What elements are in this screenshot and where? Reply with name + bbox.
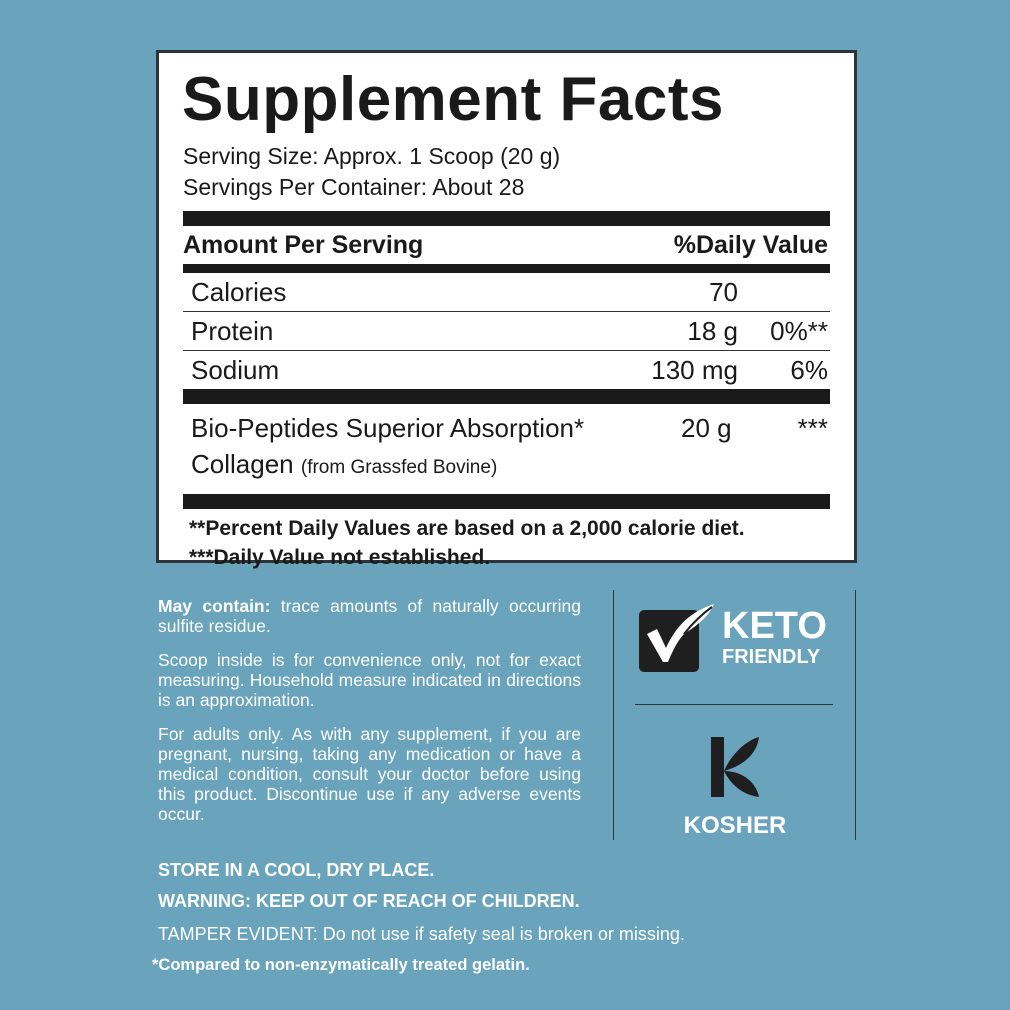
divider-thick [183, 211, 830, 226]
footnote: **Percent Daily Values are based on a 2,… [189, 517, 745, 540]
keto-badge: KETO FRIENDLY [638, 600, 827, 674]
row-name: Sodium [191, 354, 280, 385]
ingredient-dv: *** [797, 413, 828, 443]
divider-thick [183, 389, 830, 404]
kosher-badge: KOSHER [640, 735, 830, 840]
keto-label: KETO [722, 605, 827, 647]
ingredient-amount: 20 g [681, 413, 732, 443]
comparison-footnote: *Compared to non-enzymatically treated g… [152, 956, 530, 974]
ingredient-name: Bio-Peptides Superior Absorption* Collag… [191, 413, 585, 479]
serving-size: Serving Size: Approx. 1 Scoop (20 g) [183, 143, 561, 169]
table-row: Protein 18 g 0%** [183, 312, 830, 351]
row-dv: 6% [790, 354, 828, 385]
tamper-note: TAMPER EVIDENT: Do not use if safety sea… [158, 924, 685, 944]
row-name: Calories [191, 276, 287, 307]
footnote: ***Daily Value not established. [189, 546, 491, 569]
may-contain-text: trace amounts of naturally occurring sul… [158, 596, 581, 636]
table-row: Calories 70 [183, 273, 830, 312]
kosher-k-icon [711, 737, 759, 797]
ingredient-row: Bio-Peptides Superior Absorption* Collag… [183, 404, 830, 494]
header-daily-value: %Daily Value [673, 230, 828, 259]
panel-title: Supplement Facts [182, 65, 724, 134]
row-amount: 18 g [687, 315, 738, 346]
may-contain-label: May contain: [158, 596, 271, 616]
divider-vertical [855, 590, 856, 840]
storage-note: STORE IN A COOL, DRY PLACE. [158, 860, 435, 880]
divider-vertical [613, 590, 614, 840]
info-text: May contain: trace amounts of naturally … [158, 596, 581, 838]
kosher-label: KOSHER [683, 812, 787, 839]
row-amount: 130 mg [651, 354, 738, 385]
scoop-note: Scoop inside is for convenience only, no… [158, 650, 581, 710]
children-warning: WARNING: KEEP OUT OF REACH OF CHILDREN. [158, 891, 580, 911]
row-dv: 0%** [770, 315, 828, 346]
table-header: Amount Per Serving %Daily Value [183, 226, 830, 264]
ingredient-source: (from Grassfed Bovine) [300, 457, 498, 478]
table-row: Sodium 130 mg 6% [183, 351, 830, 389]
supplement-facts-panel: Supplement Facts Serving Size: Approx. 1… [156, 50, 857, 569]
row-name: Protein [191, 315, 274, 346]
keto-check-leaf-icon [639, 604, 714, 672]
divider-thick [183, 264, 830, 273]
divider-thick [183, 494, 830, 509]
servings-per-container: Servings Per Container: About 28 [183, 174, 525, 200]
friendly-label: FRIENDLY [722, 646, 821, 668]
header-amount: Amount Per Serving [183, 230, 424, 259]
divider-horizontal [635, 704, 833, 705]
adults-warning: For adults only. As with any supplement,… [158, 724, 581, 824]
row-amount: 70 [709, 276, 738, 307]
